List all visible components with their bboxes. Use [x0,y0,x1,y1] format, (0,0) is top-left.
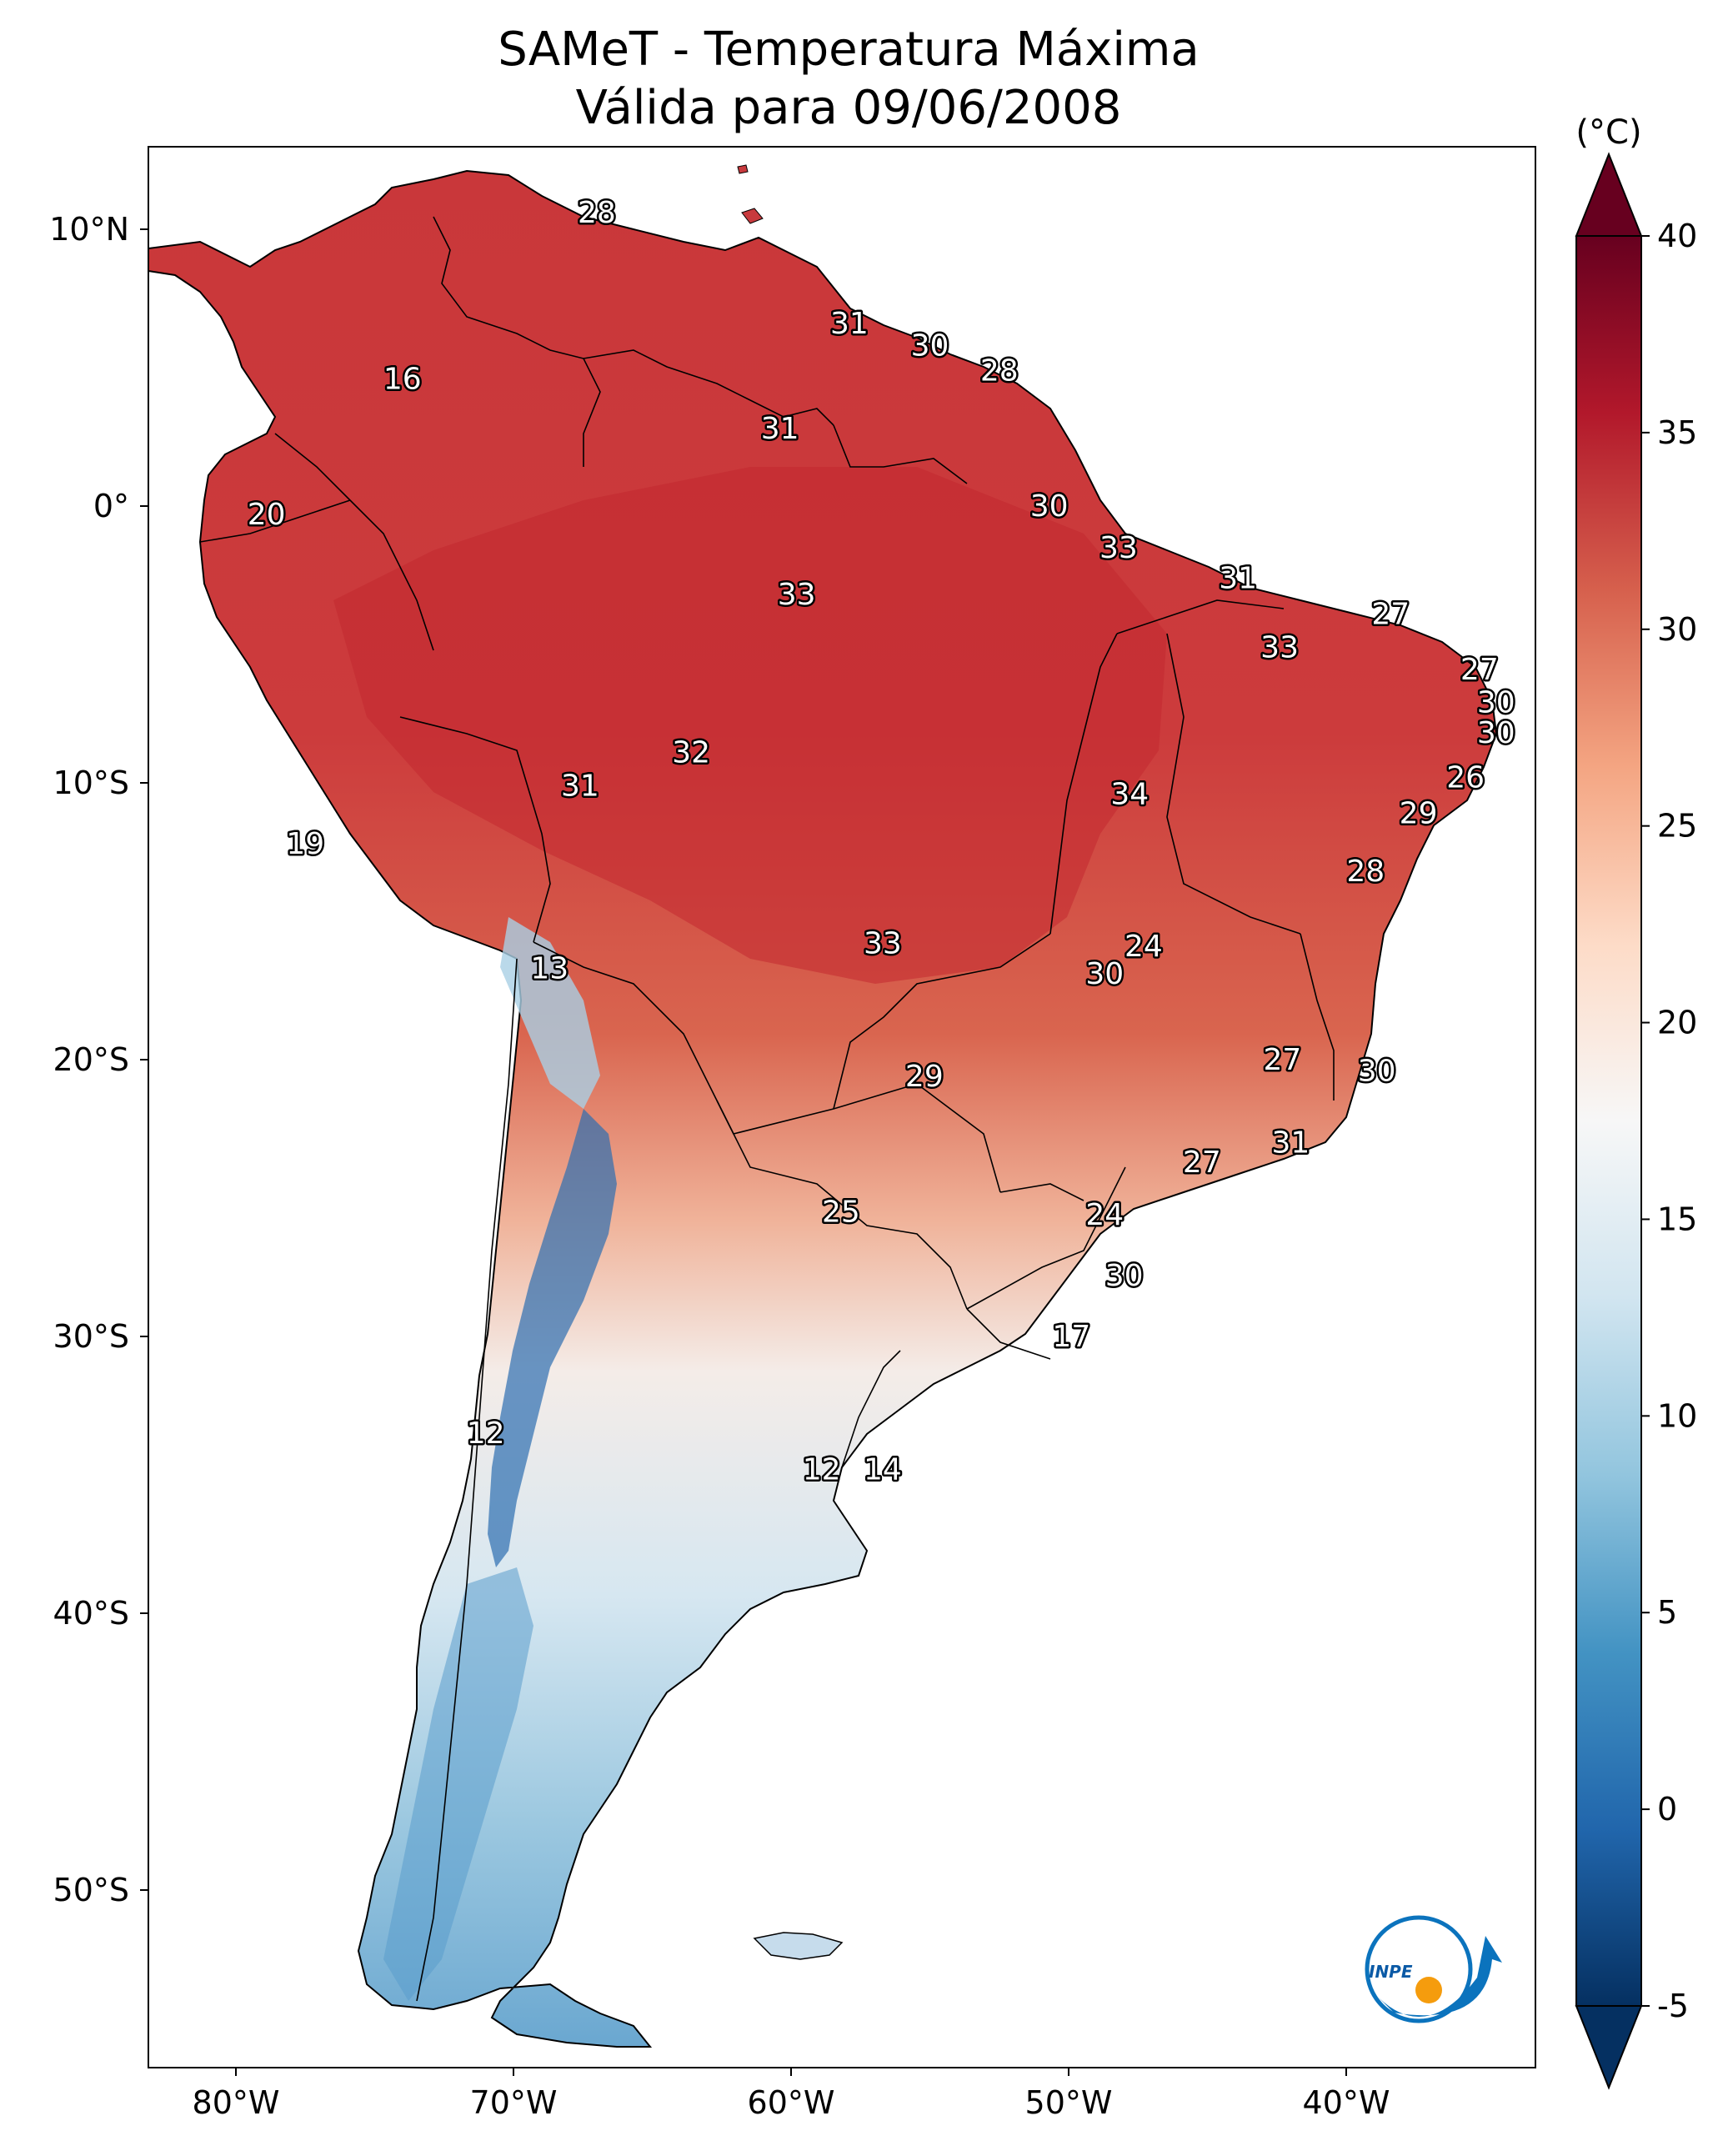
map-value-label: 24 [1085,1198,1124,1232]
map-value-label: 31 [1219,561,1257,595]
map-value-label: 30 [1358,1054,1396,1088]
colorbar-tick-label: 40 [1657,218,1697,254]
map-value-label: 27 [1183,1146,1221,1180]
latitude-tick-label: 0° [93,488,129,524]
andes-cold-strip [488,1109,617,1567]
map-value-label: 28 [1346,855,1385,889]
map-value-label: 13 [530,951,568,985]
colorbar-tick-label: 30 [1657,611,1697,648]
colorbar-tick-label: 35 [1657,414,1697,451]
inpe-logo-arrow [1379,1936,1502,2018]
map-value-label: 12 [467,1416,505,1451]
colorbar-body [1575,235,1642,2007]
colorbar-bottom-extend [1575,2005,1643,2090]
map-value-label: 33 [1099,531,1138,565]
latitude-tick-label: 10°S [53,765,129,801]
longitude-ticks: 80°W 70°W 60°W 50°W 40°W [193,2068,1390,2121]
map-value-label: 30 [1085,957,1124,991]
map-value-label: 17 [1052,1320,1090,1354]
latitude-tick-label: 40°S [53,1595,129,1632]
colorbar-tick-label: 25 [1657,808,1697,845]
map-frame [148,146,1536,2068]
longitude-tick-label: 70°W [470,2084,558,2121]
latitude-tick-label: 10°N [49,211,129,248]
map-value-label: 28 [578,196,616,230]
map-value-label: 31 [761,412,799,446]
latitude-ticks: 10°N 0° 10°S 20°S 30°S 40°S 50°S [49,211,148,1908]
map-value-label: 30 [911,328,949,363]
map-value-label: 28 [980,353,1019,388]
map-value-label: 30 [1105,1259,1144,1293]
map-title-line-1: SAMeT - Temperatura Máxima [498,23,1200,77]
longitude-tick-label: 60°W [748,2084,835,2121]
colorbar: (°C) 40 35 30 25 20 15 10 5 0 -5 [1575,113,1697,2090]
map-value-label: 24 [1124,930,1163,964]
map-value-label: 30 [1477,686,1515,720]
map-value-label: 29 [905,1060,944,1094]
map-value-label: 30 [1030,489,1069,524]
andes-cool-strip [500,917,600,1109]
inpe-logo: INPE [1365,1915,1502,2023]
map-title-line-2: Válida para 09/06/2008 [576,81,1122,135]
map-value-label: 26 [1446,760,1485,795]
map-value-label: 14 [864,1452,902,1487]
colorbar-tick-label: 10 [1657,1397,1697,1434]
longitude-tick-label: 40°W [1303,2084,1390,2121]
map-value-label: 27 [1371,597,1410,631]
colorbar-tick-label: 0 [1657,1791,1677,1828]
colorbar-unit: (°C) [1575,113,1641,152]
map-value-label: 33 [1260,630,1299,664]
map-value-label: 34 [1110,777,1149,811]
longitude-tick-label: 80°W [193,2084,280,2121]
inpe-logo-text: INPE [1369,1962,1413,1982]
map-value-label: 30 [1477,716,1515,750]
latitude-tick-label: 50°S [53,1872,129,1908]
latitude-tick-label: 20°S [53,1041,129,1078]
map-value-label: 33 [864,927,902,961]
colorbar-tick-label: 15 [1657,1201,1697,1237]
map-value-label: 12 [803,1452,841,1487]
colorbar-ticks: 40 35 30 25 20 15 10 5 0 -5 [1641,218,1697,2024]
country-borders [199,216,1335,2002]
map-value-label: 31 [830,307,869,341]
caribbean-islands [737,164,764,224]
inpe-logo-ring [1365,1915,1473,2023]
map-value-label: 19 [286,827,324,861]
map-value-label: 32 [672,735,710,770]
falkland-islands [753,1932,844,1960]
latitude-tick-label: 30°S [53,1318,129,1355]
map-value-label: 31 [1271,1126,1310,1161]
map-panel [148,147,1535,2068]
map-value-label: 29 [1400,797,1438,831]
colorbar-tick-label: 20 [1657,1005,1697,1041]
map-value-label: 27 [1264,1043,1302,1077]
longitude-tick-label: 50°W [1025,2084,1113,2121]
inpe-logo-dot [1415,1977,1442,2003]
colorbar-tick-label: -5 [1657,1988,1689,2024]
colorbar-tick-label: 5 [1657,1594,1677,1631]
map-value-label: 27 [1460,653,1499,687]
hot-core-region [333,467,1167,984]
map-value-label: 31 [561,769,599,803]
map-value-label: 33 [778,578,816,612]
map-value-label: 16 [383,362,422,396]
map-value-label: 25 [822,1196,860,1230]
patagonia-cool-band [383,1567,533,2001]
colorbar-top-extend [1575,152,1643,237]
map-value-label: 20 [248,498,286,532]
